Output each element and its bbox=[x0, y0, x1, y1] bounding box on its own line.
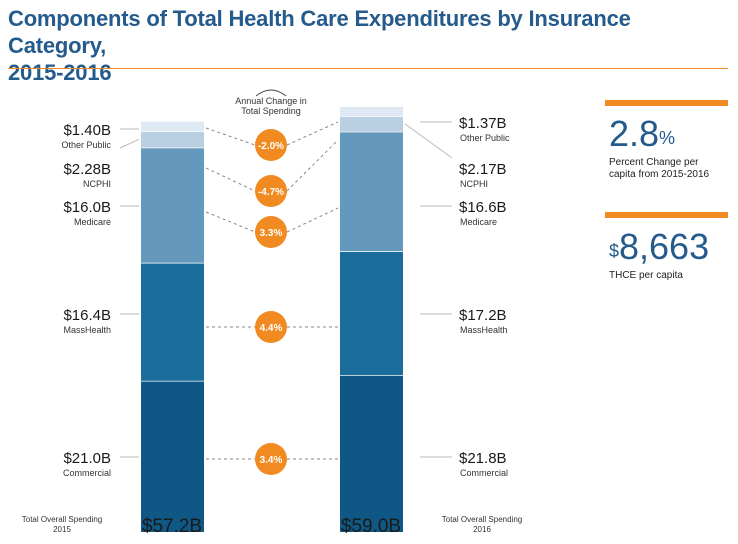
change-value-label: 3.4% bbox=[260, 455, 283, 466]
bar-segment-ncphi-2015 bbox=[141, 131, 204, 148]
change-header-line2: Total Spending bbox=[241, 106, 301, 116]
title-line-1: Components of Total Health Care Expendit… bbox=[8, 6, 631, 58]
stat-percent-label: Percent Change per capita from 2015-2016 bbox=[609, 157, 709, 181]
change-header-line1: Annual Change in bbox=[235, 96, 307, 106]
total-caption-line2-2016: 2016 bbox=[473, 525, 491, 534]
left-value-label: $21.0B bbox=[63, 450, 111, 467]
stat-thce-prefix: $ bbox=[609, 241, 620, 261]
stat-percent-label-line1: Percent Change per bbox=[609, 157, 699, 168]
bar-segment-ncphi-2016 bbox=[340, 116, 403, 132]
change-connector-right bbox=[286, 207, 339, 233]
total-value-2016: $59.0B bbox=[341, 516, 401, 537]
change-circle bbox=[255, 129, 287, 161]
change-connector-left bbox=[205, 211, 256, 233]
change-value-label: 4.4% bbox=[260, 323, 283, 334]
change-connector-right bbox=[286, 121, 339, 146]
total-caption-line2-2015: 2015 bbox=[53, 525, 71, 534]
stat-thce-per-capita: $8,663 bbox=[609, 229, 709, 265]
left-value-label: $16.0B bbox=[63, 199, 111, 216]
left-series-label: Other Public bbox=[61, 140, 111, 150]
left-series-label: Medicare bbox=[74, 217, 111, 227]
title-divider bbox=[8, 68, 728, 69]
title-line-2: 2015-2016 bbox=[8, 60, 112, 85]
right-value-label: $16.6B bbox=[459, 199, 507, 216]
change-value-label: 3.3% bbox=[260, 228, 283, 239]
total-caption-line1-2015: Total Overall Spending bbox=[22, 515, 103, 524]
right-series-label: MassHealth bbox=[460, 325, 508, 335]
right-series-label: Medicare bbox=[460, 217, 497, 227]
left-series-label: MassHealth bbox=[63, 325, 111, 335]
stat-accent-bar bbox=[605, 212, 728, 218]
right-leader-line bbox=[404, 123, 453, 159]
stat-percent-suffix: % bbox=[659, 128, 676, 148]
left-leader-line bbox=[119, 138, 140, 149]
stat-percent-change: 2.8% bbox=[609, 116, 675, 152]
stat-accent-bar bbox=[605, 100, 728, 106]
stat-thce-label-line1: THCE per capita bbox=[609, 270, 683, 281]
total-caption-line1-2016: Total Overall Spending bbox=[442, 515, 523, 524]
left-value-label: $2.28B bbox=[63, 161, 111, 178]
bar-segment-commercial-2015 bbox=[141, 380, 204, 532]
right-value-label: $17.2B bbox=[459, 307, 507, 324]
right-series-label: NCPHI bbox=[460, 179, 488, 189]
bar-segment-medicare-2016 bbox=[340, 131, 403, 252]
bar-segment-medicare-2015 bbox=[141, 147, 204, 263]
right-series-label: Commercial bbox=[460, 468, 508, 478]
right-value-label: $1.37B bbox=[459, 115, 507, 132]
change-connector-left bbox=[205, 127, 256, 146]
change-connector-left bbox=[205, 167, 256, 192]
change-value-label: -4.7% bbox=[258, 187, 284, 198]
bar-segment-other-public-2015 bbox=[141, 121, 204, 132]
change-connector-right bbox=[286, 139, 339, 192]
total-value-2015: $57.2B bbox=[142, 516, 202, 537]
page-title: Components of Total Health Care Expendit… bbox=[8, 5, 728, 86]
stat-percent-label-line2: capita from 2015-2016 bbox=[609, 169, 710, 180]
bar-segment-commercial-2016 bbox=[340, 375, 403, 532]
change-value-label: -2.0% bbox=[258, 141, 284, 152]
change-circle bbox=[255, 175, 287, 207]
left-value-label: $1.40B bbox=[63, 122, 111, 139]
change-circle bbox=[255, 216, 287, 248]
stat-thce-label: THCE per capita bbox=[609, 270, 683, 282]
bar-segment-other-public-2016 bbox=[340, 106, 403, 117]
bar-segment-masshealth-2016 bbox=[340, 251, 403, 376]
change-circle bbox=[255, 311, 287, 343]
right-series-label: Other Public bbox=[460, 133, 510, 143]
change-circle bbox=[255, 443, 287, 475]
left-series-label: NCPHI bbox=[83, 179, 111, 189]
stat-thce-value: 8,663 bbox=[619, 226, 710, 267]
right-value-label: $2.17B bbox=[459, 161, 507, 178]
left-value-label: $16.4B bbox=[63, 307, 111, 324]
left-series-label: Commercial bbox=[63, 468, 111, 478]
bar-segment-masshealth-2015 bbox=[141, 262, 204, 381]
right-value-label: $21.8B bbox=[459, 450, 507, 467]
stat-percent-value: 2.8 bbox=[609, 113, 660, 154]
change-header-arc bbox=[255, 89, 287, 97]
